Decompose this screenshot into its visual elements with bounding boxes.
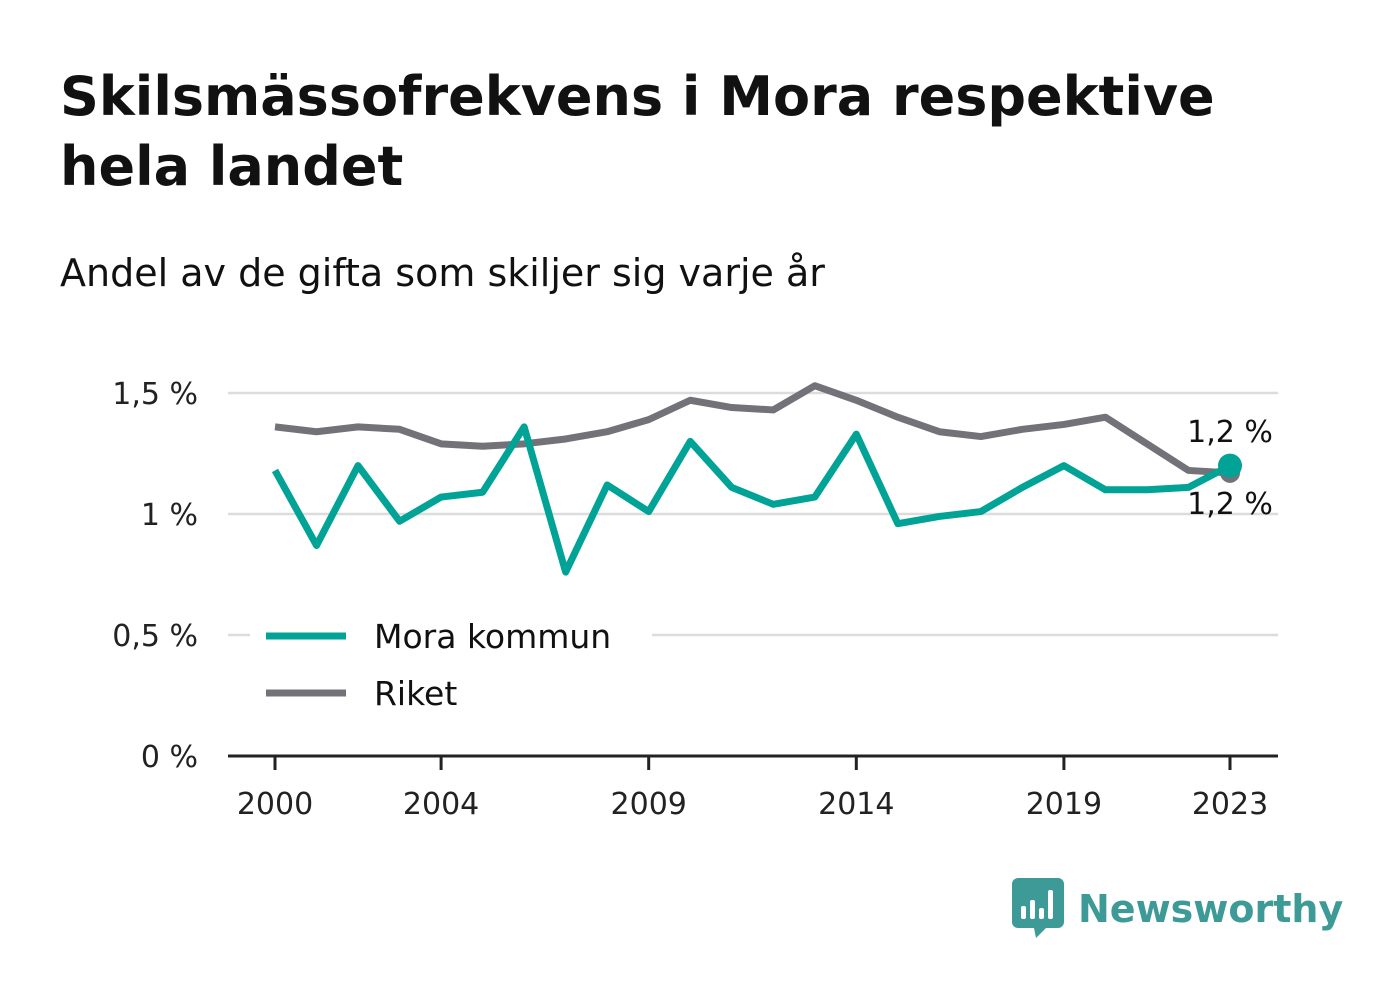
legend: Mora kommun Riket (250, 600, 652, 730)
x-tick-label: 2023 (1192, 787, 1268, 822)
x-tick-label: 2000 (237, 787, 313, 822)
brand-logo: Newsworthy (1012, 878, 1343, 940)
series-line-mora (275, 427, 1230, 572)
x-tick-label: 2004 (403, 787, 479, 822)
x-axis-ticks: 2000 2004 2009 2014 2019 2023 (237, 756, 1268, 822)
x-tick-label: 2014 (818, 787, 894, 822)
series-line-riket (275, 386, 1230, 473)
legend-label-mora: Mora kommun (374, 617, 611, 656)
x-tick-label: 2009 (611, 787, 687, 822)
end-label-mora: 1,2 % (1187, 415, 1273, 450)
legend-label-riket: Riket (374, 674, 457, 713)
bar-chart-speech-bubble-icon (1012, 878, 1064, 940)
end-label-riket: 1,2 % (1187, 487, 1273, 522)
end-marker-mora (1218, 454, 1242, 478)
y-tick-label: 1,5 % (112, 377, 198, 412)
y-tick-label: 0 % (141, 740, 198, 775)
brand-name: Newsworthy (1078, 887, 1343, 931)
x-tick-label: 2019 (1026, 787, 1102, 822)
series-lines (275, 386, 1242, 572)
y-tick-label: 0,5 % (112, 619, 198, 654)
y-axis-ticks: 0 % 0,5 % 1 % 1,5 % (112, 377, 198, 775)
line-chart: 0 % 0,5 % 1 % 1,5 % 2000 2004 2009 2014 2019 202… (0, 0, 1382, 880)
y-tick-label: 1 % (141, 498, 198, 533)
